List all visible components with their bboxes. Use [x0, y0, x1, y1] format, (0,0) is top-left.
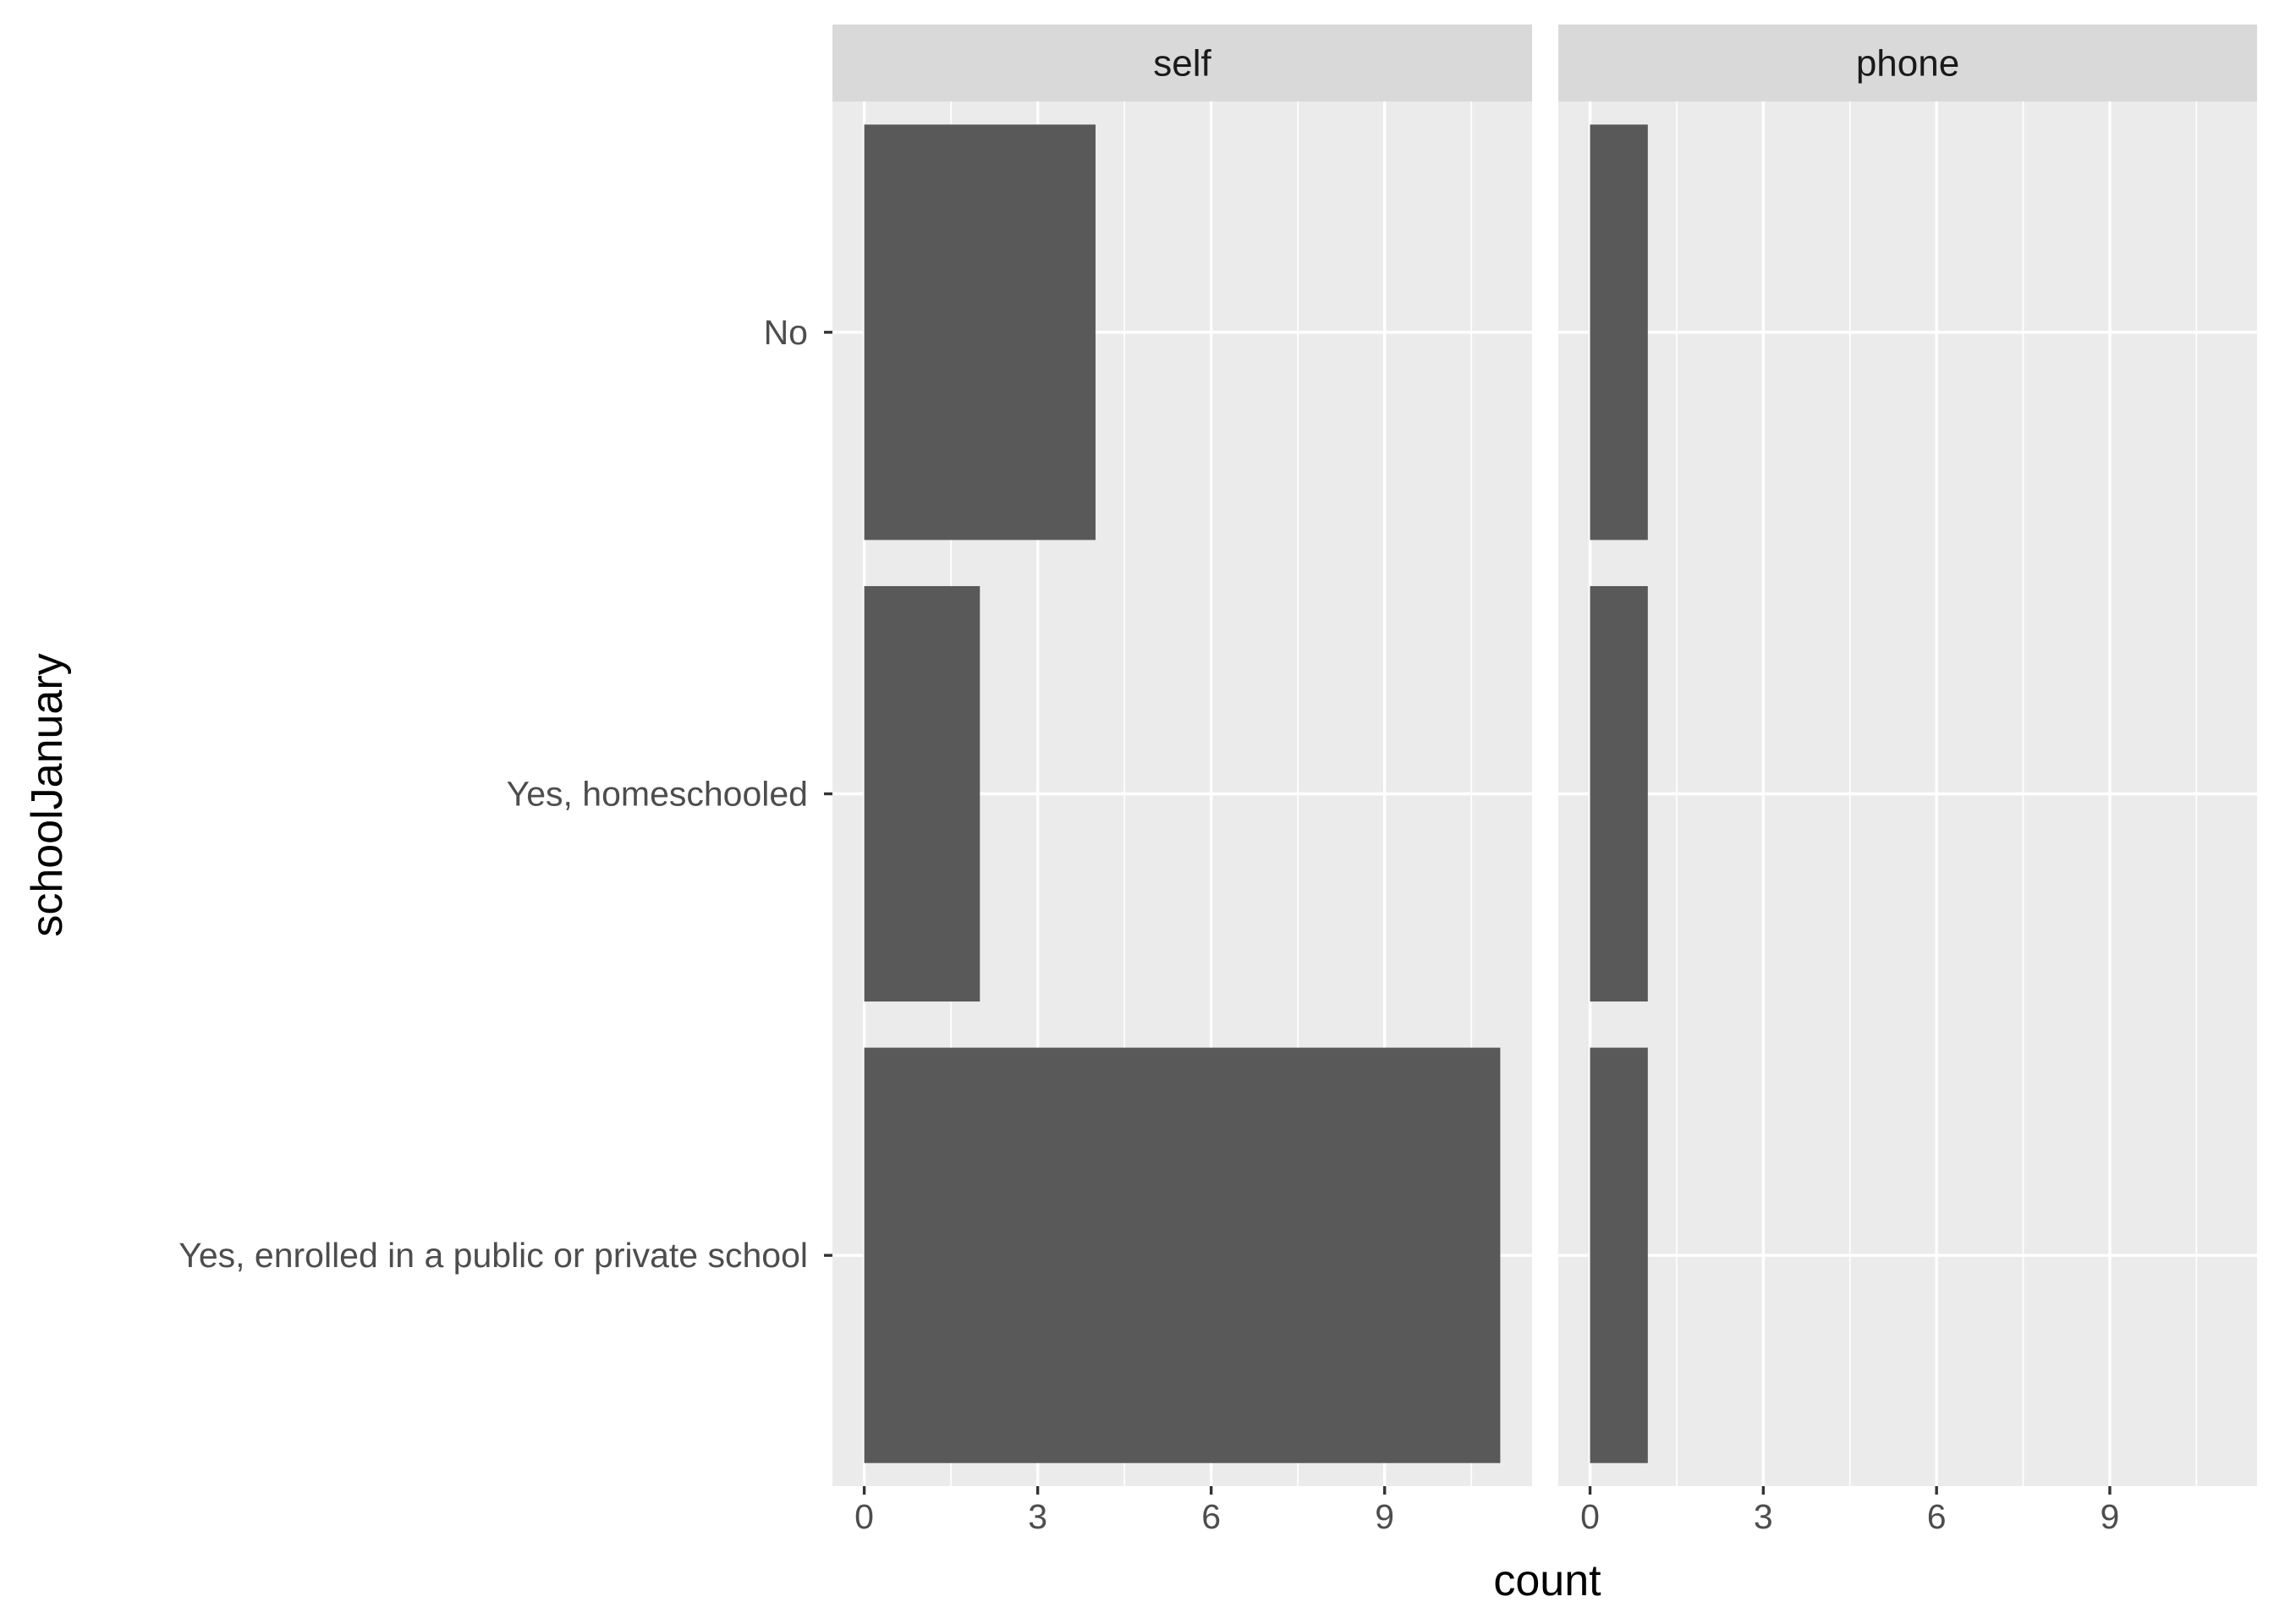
- facet-panel-phone: phone 0 3 6 9: [1558, 25, 2257, 1536]
- y-tick-label: No: [764, 313, 808, 352]
- bar-phone-2: [1590, 1047, 1648, 1463]
- facet-panels: self 0 3 6 9 phone 0 3 6 9: [832, 25, 2257, 1536]
- facet-strip-label: phone: [1856, 43, 1959, 85]
- y-axis-title: schoolJanuary: [23, 653, 72, 936]
- x-tick-label: 0: [1580, 1497, 1600, 1536]
- y-tick-label: Yes, enrolled in a public or private sch…: [179, 1236, 808, 1275]
- bar-self-1: [864, 585, 980, 1002]
- facet-strip: [832, 25, 1532, 102]
- x-tick-label: 0: [854, 1497, 874, 1536]
- x-tick-label: 9: [1375, 1497, 1394, 1536]
- x-tick-label: 3: [1754, 1497, 1773, 1536]
- x-tick-label: 3: [1028, 1497, 1047, 1536]
- x-tick-label: 6: [1201, 1497, 1221, 1536]
- y-tick-label: Yes, homeschooled: [507, 775, 808, 814]
- facet-panel-self: self 0 3 6 9: [832, 25, 1532, 1536]
- x-tick-label: 6: [1927, 1497, 1947, 1536]
- bar-self-2: [864, 1047, 1501, 1463]
- facet-strip: [1558, 25, 2257, 102]
- facet-strip-label: self: [1153, 43, 1211, 85]
- x-axis-title: count: [1493, 1556, 1601, 1605]
- bar-phone-1: [1590, 585, 1648, 1002]
- x-tick-label: 9: [2101, 1497, 2120, 1536]
- bar-self-0: [864, 124, 1096, 540]
- y-axis-tick-labels: No Yes, homeschooled Yes, enrolled in a pu…: [179, 313, 832, 1275]
- bar-phone-0: [1590, 124, 1648, 540]
